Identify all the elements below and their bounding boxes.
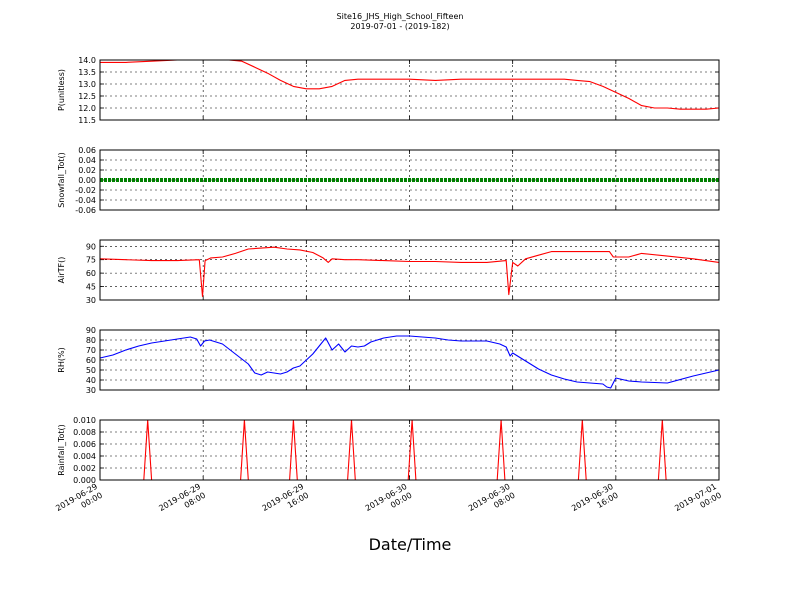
x-tick-label: 2019-06-3000:00 [364, 482, 414, 522]
y-tick-label: 50 [86, 366, 96, 375]
y-tick-label: 60 [86, 356, 96, 365]
y-tick-label: 0.04 [78, 156, 96, 165]
x-tick-label: 2019-06-2916:00 [261, 482, 311, 522]
y-tick-label: 30 [86, 296, 96, 305]
plot-frame [99, 149, 720, 211]
x-tick-label: 2019-06-3016:00 [570, 482, 620, 522]
y-tick-label: 14.0 [78, 56, 96, 65]
x-axis-label: Date/Time [369, 535, 452, 554]
plot-frame [99, 59, 720, 121]
subplot-5: 0.000 0.002 0.004 0.006 0.008 0.010 Rainfall_T… [57, 416, 720, 485]
y-tick-label: 11.5 [78, 116, 96, 125]
y-tick-label: 0.002 [73, 464, 96, 473]
x-tick-labels: 2019-06-2900:00 2019-06-2908:00 2019-06-29… [54, 482, 723, 522]
y-tick-label: 90 [86, 242, 96, 251]
plot-frame [99, 419, 720, 481]
y-tick-label: 40 [86, 376, 96, 385]
y-axis-label: RH(%) [57, 347, 66, 372]
y-tick-label: 0.010 [73, 416, 96, 425]
y-axis-label: AirTF() [57, 257, 66, 284]
y-tick-label: 45 [86, 283, 96, 292]
x-tick-label: 2019-06-2908:00 [157, 482, 207, 522]
y-axis-label: Rainfall_Tot() [57, 424, 66, 476]
y-tick-label: 80 [86, 336, 96, 345]
y-tick-label: 0.004 [73, 452, 96, 461]
subplots: 11.5 12.0 12.5 13.0 13.5 14.0 P(unitless) -0.06… [54, 56, 723, 522]
y-tick-label: 0.006 [73, 440, 96, 449]
y-tick-label: 60 [86, 269, 96, 278]
chart-title: Site16_JHS_High_School_Fifteen [337, 12, 464, 21]
y-tick-label: -0.06 [75, 206, 96, 215]
subplot-1: 11.5 12.0 12.5 13.0 13.5 14.0 P(unitless) [57, 56, 720, 125]
y-tick-label: 0.008 [73, 428, 96, 437]
y-tick-label: 13.0 [78, 80, 96, 89]
plot-frame [99, 239, 720, 301]
x-tick-label: 2019-07-0100:00 [673, 482, 723, 522]
y-tick-label: 30 [86, 386, 96, 395]
y-tick-label: -0.04 [75, 196, 96, 205]
y-tick-label: 0.06 [78, 146, 96, 155]
subplot-3: 30 45 60 75 90 AirTF() [57, 239, 720, 305]
series-line [99, 246, 720, 297]
y-tick-label: 90 [86, 326, 96, 335]
x-tick-label: 2019-06-3008:00 [467, 482, 517, 522]
series-line [99, 335, 720, 389]
series-line [100, 59, 720, 110]
y-tick-label: 70 [86, 346, 96, 355]
y-tick-label: 0.02 [78, 166, 96, 175]
y-tick-label: 12.5 [78, 92, 96, 101]
x-tick-label: 2019-06-2900:00 [54, 482, 104, 522]
y-tick-label: -0.02 [75, 186, 96, 195]
subplot-2: -0.06-0.04-0.020.000.020.040.06 Snowfall_… [57, 146, 720, 215]
y-axis-label: Snowfall_Tot() [57, 152, 66, 208]
y-tick-label: 0.00 [78, 176, 96, 185]
y-tick-label: 12.0 [78, 104, 96, 113]
y-axis-label: P(unitless) [57, 69, 66, 111]
y-tick-label: 0.000 [73, 476, 96, 485]
plot-frame [99, 329, 720, 391]
chart-subtitle: 2019-07-01 - (2019-182) [350, 22, 449, 31]
y-tick-label: 13.5 [78, 68, 96, 77]
y-tick-label: 75 [86, 256, 96, 265]
